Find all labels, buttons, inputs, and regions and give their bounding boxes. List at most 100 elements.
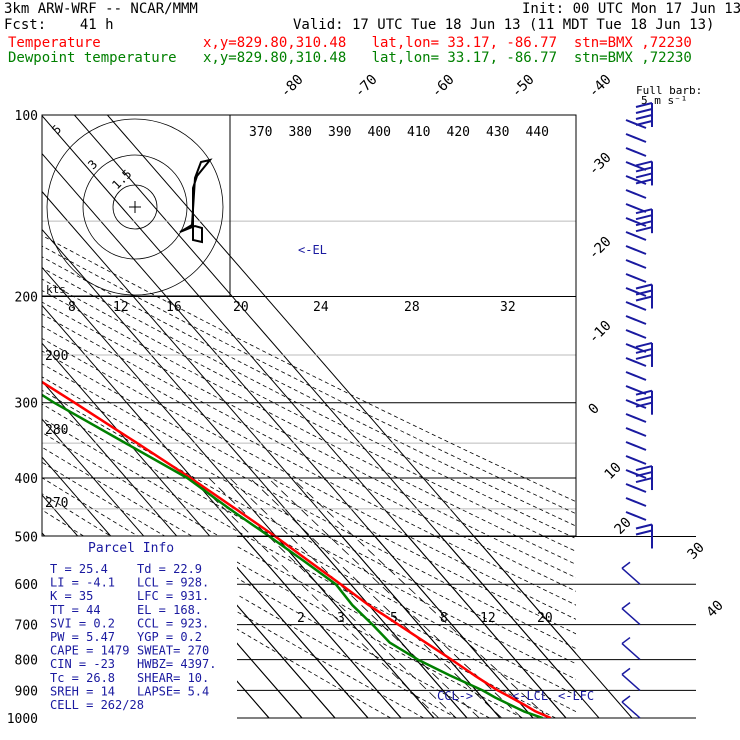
isotherm-label: -70 <box>352 72 381 101</box>
hodograph-ring-label: 1.5 <box>109 167 134 192</box>
isotherm-lower <box>473 536 633 719</box>
wind-barb-flag <box>625 441 647 451</box>
wind-barb-flag <box>625 343 647 353</box>
dry-adiabat <box>42 417 576 713</box>
isotherm-label: -10 <box>586 318 615 347</box>
parcel-info-right: LFC = 931. <box>137 589 209 603</box>
wind-barb-flag <box>635 283 653 290</box>
dewpoint-legend-coords: x,y=829.80,310.48 lat,lon= 33.17, -86.77… <box>203 50 692 66</box>
wind-barb-flag <box>635 114 653 120</box>
wind-barb-flag <box>625 273 647 283</box>
level-marker: <-LCL <box>512 689 548 703</box>
dry-adiabat <box>42 256 576 527</box>
wind-barb-flag <box>635 529 653 536</box>
pressure-label-900: 900 <box>15 684 38 699</box>
wind-barb-staff <box>621 701 641 719</box>
wind-barb-flag <box>635 523 653 530</box>
theta-label: 380 <box>289 125 312 140</box>
wind-barb-flag <box>621 561 631 569</box>
parcel-info-left: Tc = 26.8 <box>50 671 115 685</box>
wind-barb-flag <box>621 667 631 676</box>
isotherm-lower <box>242 536 402 719</box>
wind-barb-flag <box>635 395 653 402</box>
wind-barb-flag <box>625 133 647 143</box>
dry-adiabat <box>42 389 576 680</box>
parcel-info-right: SWEAT= 270 <box>137 644 209 658</box>
dry-adiabat <box>42 290 576 565</box>
wind-barb-flag <box>635 477 653 484</box>
wind-barb-flag <box>625 147 647 157</box>
wind-barb-flag <box>625 203 647 213</box>
barb-legend-units: 5 m s⁻¹ <box>641 94 687 107</box>
isotherm-lower <box>308 536 468 719</box>
sounding-profiles <box>42 380 552 718</box>
wind-barb-flag <box>621 695 631 703</box>
level-markers: <-EL CCL-> <-LCL <-LFC <box>298 243 594 703</box>
mixing-ratio-low-label: 12 <box>480 611 496 626</box>
mixing-ratio-low-label: 5 <box>390 611 398 626</box>
pressure-label-400: 400 <box>15 472 38 487</box>
theta-label: 400 <box>368 125 391 140</box>
hodograph-ring <box>46 118 224 296</box>
hodograph-ring <box>82 154 188 260</box>
mixing-ratio-label: 28 <box>404 300 420 315</box>
isotherm-label: -60 <box>429 72 458 101</box>
hodograph-ring-label: 5 <box>49 122 64 137</box>
wind-barb-flag <box>635 214 653 221</box>
wind-barb-flag <box>635 353 653 360</box>
wind-barb-flag <box>625 455 647 465</box>
wind-barb-flag <box>625 189 647 199</box>
pressure-label-300: 300 <box>15 397 38 412</box>
pressure-label-800: 800 <box>15 654 38 669</box>
wind-barb-flag <box>625 329 647 339</box>
wind-barb-flag <box>635 160 653 167</box>
wind-barb-flag <box>625 217 647 227</box>
parcel-info-right: SHEAR= 10. <box>137 671 209 685</box>
wind-barb-flag <box>625 497 647 507</box>
mixing-ratio-label: 8 <box>68 300 76 315</box>
mixing-ratio-label: 24 <box>313 300 329 315</box>
wind-barb-flag <box>635 341 653 348</box>
temperature-legend-coords: x,y=829.80,310.48 lat,lon= 33.17, -86.77… <box>203 35 692 51</box>
level-marker: <-EL <box>298 243 327 257</box>
mixing-ratio-label: 12 <box>113 300 129 315</box>
parcel-info-left: TT = 44 <box>50 603 101 617</box>
isotherm-label: -50 <box>509 72 538 101</box>
wind-barb-flag <box>635 108 653 114</box>
theta-left-label: 290 <box>45 349 68 364</box>
isotherm-label: 10 <box>602 460 625 483</box>
parcel-info-left: T = 25.4 <box>50 562 108 576</box>
parcel-info-left: CELL = 262/28 <box>50 698 144 712</box>
wind-barb-flag <box>625 315 647 325</box>
isotherm-label: -40 <box>586 72 615 101</box>
wind-barb-flag <box>625 231 647 241</box>
isotherm-lower <box>341 536 501 719</box>
wind-barb-flag <box>625 161 647 171</box>
wind-barb-flag <box>625 385 647 395</box>
pressure-label-1000: 1000 <box>7 712 38 727</box>
theta-label: 410 <box>407 125 430 140</box>
isotherm <box>0 115 5 718</box>
dry-adiabat <box>42 267 576 540</box>
wind-barb-flag <box>635 220 653 227</box>
dry-adiabat <box>42 325 576 606</box>
hodograph: 1.5 3 5 kts <box>42 115 231 297</box>
parcel-info-left: K = 35 <box>50 589 93 603</box>
wind-barb-flag <box>621 636 631 645</box>
theta-label: 370 <box>249 125 272 140</box>
init-time: Init: 00 UTC Mon 17 Jun 13 <box>522 1 740 17</box>
parcel-info-right: CCL = 923. <box>137 616 209 630</box>
wind-barb-staff <box>621 608 641 626</box>
wind-barb-flag <box>625 357 647 367</box>
hodograph-ring <box>112 184 158 230</box>
plot-frame <box>41 114 577 537</box>
wind-barb-flag <box>635 172 653 179</box>
mixing-ratio-low-label: 20 <box>537 611 553 626</box>
pressure-label-700: 700 <box>15 619 38 634</box>
valid-time: Valid: 17 UTC Tue 18 Jun 13 (11 MDT Tue … <box>293 17 715 33</box>
dry-adiabat <box>42 493 424 718</box>
wind-barb-flag <box>625 119 647 129</box>
wind-barb-flag <box>625 259 647 269</box>
wind-barb-flag <box>635 226 653 233</box>
theta-label: 430 <box>486 125 509 140</box>
